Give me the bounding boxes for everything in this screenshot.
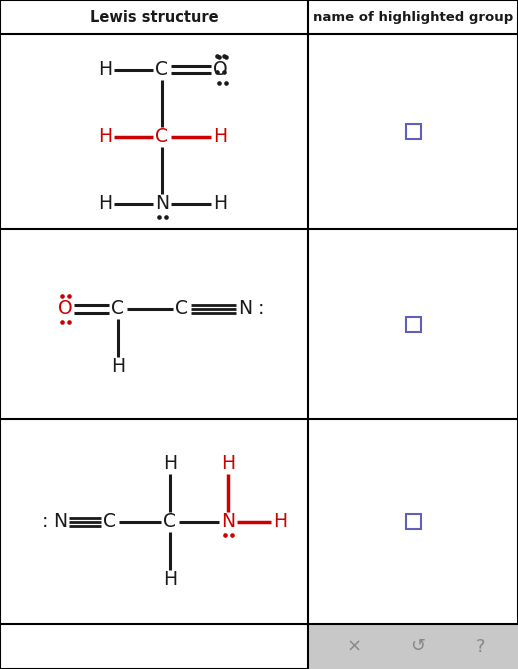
Text: H: H [163,454,177,473]
Bar [406,124,421,139]
Text: C: C [164,512,177,531]
Text: Lewis structure: Lewis structure [90,9,218,25]
Text: H: H [213,127,227,146]
Text: H: H [98,127,112,146]
Text: C: C [155,60,168,79]
Bar [406,514,421,529]
Text: C: C [155,127,168,146]
Text: H: H [213,194,227,213]
Text: O: O [213,60,227,79]
Text: :: : [258,300,264,318]
Text: :: : [42,512,48,531]
Text: ?: ? [476,638,485,656]
Text: name of highlighted group: name of highlighted group [313,11,513,23]
Text: ↺: ↺ [410,638,425,656]
Text: ×: × [347,638,362,656]
Text: N: N [238,300,252,318]
Text: H: H [111,357,125,377]
Text: H: H [221,454,235,473]
Text: H: H [98,60,112,79]
Text: N: N [155,194,169,213]
Text: N: N [221,512,235,531]
Text: H: H [163,570,177,589]
Text: C: C [176,300,189,318]
Text: C: C [111,300,124,318]
Text: H: H [98,194,112,213]
Bar [406,316,421,332]
Text: N: N [53,512,67,531]
Bar [308,624,518,669]
Text: O: O [57,300,73,318]
Text: H: H [273,512,287,531]
Text: C: C [104,512,117,531]
